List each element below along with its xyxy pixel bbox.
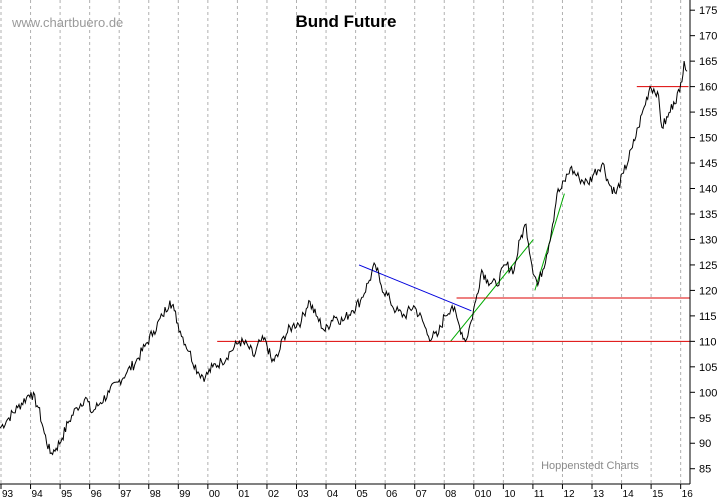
y-tick-label-17: 170 [699, 31, 717, 43]
y-tick-label-0: 85 [699, 464, 711, 476]
x-tick-label-9: 02 [268, 489, 280, 499]
axes [0, 0, 691, 485]
annotation-lines [217, 86, 690, 342]
x-tick-label-12: 05 [357, 489, 369, 499]
price-series [0, 61, 688, 456]
x-tick-label-3: 96 [91, 489, 103, 499]
y-tick-label-13: 150 [699, 133, 717, 145]
x-tick-label-22: 15 [652, 489, 664, 499]
x-tick-label-23: 16 [682, 489, 694, 499]
x-tick-label-17: 10 [504, 489, 516, 499]
x-tick-label-5: 98 [150, 489, 162, 499]
y-tick-label-18: 175 [699, 5, 717, 17]
y-tick-label-4: 105 [699, 362, 717, 374]
x-tick-label-11: 04 [327, 489, 339, 499]
y-tick-label-8: 125 [699, 260, 717, 272]
y-tick-label-16: 165 [699, 56, 717, 68]
x-axis-ticks: 93 94 95 96 97 98 99 00 01 02 03 04 05 06 07 08 010 10 11 1… [0, 484, 694, 499]
x-tick-label-13: 06 [386, 489, 398, 499]
y-tick-label-7: 120 [699, 285, 717, 297]
y-axis-ticks: 85 90 95 100 105 110 115 120 125 130 135 140 145 150 1… [690, 5, 717, 476]
x-tick-label-18: 11 [534, 489, 545, 499]
grid-lines [0, 0, 682, 484]
y-tick-label-15: 160 [699, 82, 717, 94]
x-tick-label-21: 14 [623, 489, 635, 499]
y-tick-label-1: 90 [699, 438, 711, 450]
x-tick-label-6: 99 [179, 489, 191, 499]
y-tick-label-10: 135 [699, 209, 717, 221]
y-tick-label-2: 95 [699, 413, 711, 425]
x-tick-label-16: 010 [475, 489, 492, 499]
y-tick-label-6: 115 [699, 311, 717, 323]
price-line-0 [0, 61, 688, 456]
x-tick-label-14: 07 [416, 489, 428, 499]
x-tick-label-0: 93 [2, 489, 14, 499]
x-tick-label-20: 13 [593, 489, 605, 499]
x-tick-label-7: 00 [209, 489, 221, 499]
chart-credit: Hoppenstedt Charts [541, 460, 639, 472]
y-tick-label-14: 155 [699, 107, 717, 119]
y-tick-label-9: 130 [699, 234, 717, 246]
x-tick-label-10: 03 [298, 489, 310, 499]
x-tick-label-19: 12 [563, 489, 575, 499]
x-tick-label-4: 97 [120, 489, 132, 499]
x-tick-label-1: 94 [32, 489, 44, 499]
chart-title: Bund Future [295, 12, 396, 31]
y-tick-label-11: 140 [699, 184, 717, 196]
watermark: www.chartbuero.de [11, 15, 123, 30]
y-tick-label-5: 110 [699, 336, 717, 348]
trend-line-1 [450, 239, 534, 342]
x-tick-label-8: 01 [238, 489, 250, 499]
x-tick-label-15: 08 [445, 489, 457, 499]
y-tick-label-12: 145 [699, 158, 717, 170]
trend-line-0 [358, 264, 472, 312]
y-tick-label-3: 100 [699, 387, 717, 399]
x-tick-label-2: 95 [61, 489, 73, 499]
